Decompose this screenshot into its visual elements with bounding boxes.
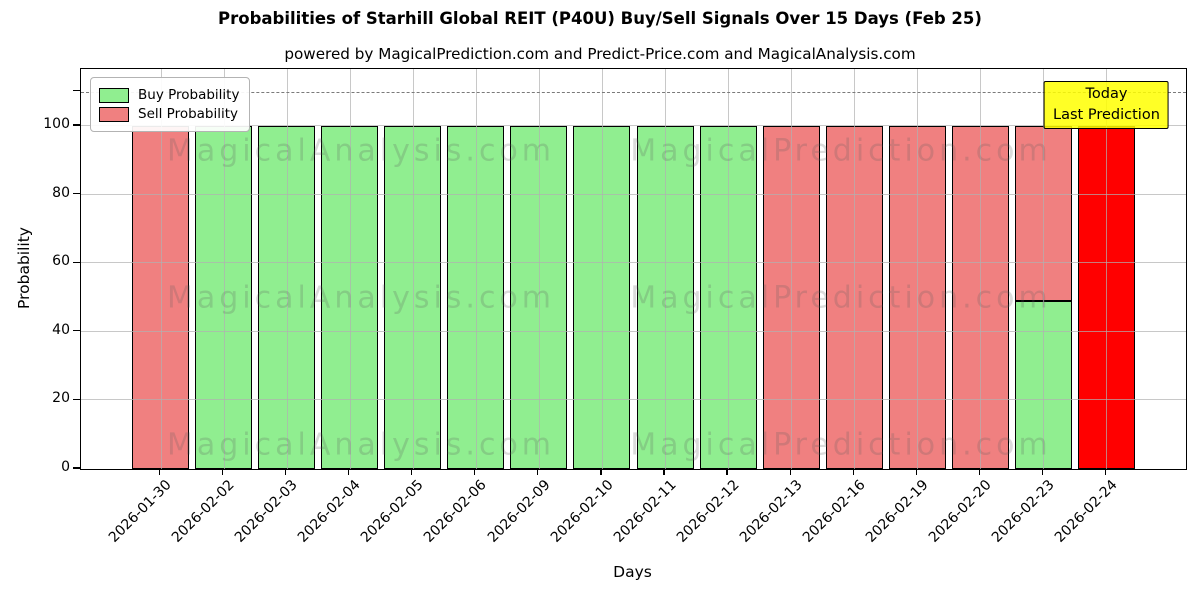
x-tick-label: 2026-02-13	[736, 477, 806, 546]
x-tick-mark	[663, 468, 665, 475]
legend-label-buy: Buy Probability	[138, 87, 240, 103]
y-tick-mark	[73, 398, 80, 400]
threshold-dashed-line	[81, 91, 1186, 93]
watermark-text: MagicalPrediction.com	[630, 280, 1052, 316]
x-tick-label: 2026-02-06	[421, 477, 491, 546]
x-tick-mark	[411, 468, 413, 475]
y-tick-label: 20	[52, 390, 70, 407]
vertical-gridline	[349, 69, 351, 469]
y-tick-mark	[73, 124, 80, 126]
x-tick-mark	[158, 468, 161, 475]
x-tick-mark	[1041, 468, 1043, 475]
horizontal-gridline	[81, 193, 1186, 195]
x-tick-label: 2026-02-12	[673, 477, 743, 546]
legend-label-sell: Sell Probability	[138, 106, 239, 122]
vertical-gridline	[538, 69, 540, 469]
vertical-gridline	[917, 69, 919, 469]
horizontal-gridline	[81, 330, 1186, 332]
x-tick-mark	[221, 468, 224, 475]
x-tick-mark	[348, 468, 350, 475]
x-tick-mark	[474, 468, 476, 475]
vertical-gridline	[1043, 69, 1045, 469]
x-tick-label: 2026-02-16	[799, 477, 869, 546]
x-tick-mark	[789, 468, 791, 475]
vertical-gridline	[160, 69, 162, 469]
vertical-gridline	[791, 69, 793, 469]
x-tick-label: 2026-02-20	[925, 477, 995, 546]
y-tick-label: 60	[52, 253, 70, 270]
legend: Buy Probability Sell Probability	[90, 77, 251, 132]
watermark-text: MagicalPrediction.com	[630, 133, 1052, 169]
vertical-gridline	[223, 69, 225, 469]
x-tick-label: 2026-02-02	[169, 477, 238, 546]
y-tick-mark	[73, 467, 80, 469]
y-tick-label: 0	[61, 459, 70, 475]
x-tick-mark	[915, 468, 917, 475]
plot-area: MagicalAnalysis.com MagicalPrediction.com…	[80, 68, 1187, 470]
x-tick-label: 2026-02-05	[358, 477, 428, 546]
x-tick-label: 2026-02-09	[484, 477, 554, 546]
x-tick-mark	[537, 468, 539, 475]
vertical-gridline	[1106, 69, 1108, 469]
vertical-gridline	[665, 69, 667, 469]
y-tick-mark	[73, 330, 80, 332]
y-tick-label: 40	[52, 321, 70, 338]
watermark-text: MagicalPrediction.com	[630, 427, 1052, 463]
horizontal-gridline	[81, 399, 1186, 401]
x-tick-label: 2026-02-23	[988, 477, 1058, 546]
x-tick-mark	[1104, 468, 1107, 475]
vertical-gridline	[412, 69, 414, 469]
sell-color-swatch	[99, 106, 129, 122]
vertical-gridline	[475, 69, 477, 469]
x-tick-label: 2026-02-04	[295, 477, 365, 546]
y-tick-mark	[73, 192, 80, 195]
vertical-gridline	[601, 69, 603, 469]
vertical-gridline	[286, 69, 288, 469]
x-tick-mark	[600, 468, 602, 475]
legend-item-sell: Sell Probability	[99, 106, 239, 122]
x-tick-label: 2026-01-30	[105, 477, 175, 546]
x-tick-mark	[978, 468, 980, 475]
horizontal-gridline	[81, 124, 1186, 126]
today-annotation-line1: Today	[1085, 86, 1128, 102]
x-tick-mark	[285, 468, 287, 475]
y-tick-mark-threshold	[73, 90, 80, 92]
watermark-text: MagicalAnalysis.com	[166, 280, 556, 316]
today-annotation-line2: Last Prediction	[1053, 107, 1160, 123]
vertical-gridline	[854, 69, 856, 469]
x-tick-label: 2026-02-19	[862, 477, 932, 546]
today-annotation: Today Last Prediction	[1044, 81, 1169, 129]
x-tick-mark	[852, 468, 854, 475]
horizontal-gridline	[81, 262, 1186, 264]
x-tick-label: 2026-02-10	[547, 477, 617, 546]
x-tick-label: 2026-02-11	[610, 477, 680, 546]
vertical-gridline	[980, 69, 982, 469]
watermark-text: MagicalAnalysis.com	[166, 133, 556, 169]
buy-color-swatch	[99, 87, 129, 103]
y-tick-mark	[73, 261, 80, 263]
x-tick-label: 2026-02-03	[232, 477, 301, 546]
x-tick-mark	[726, 468, 728, 475]
x-axis-label: Days	[613, 563, 652, 581]
x-tick-label: 2026-02-24	[1051, 477, 1121, 546]
chart-subtitle: powered by MagicalPrediction.com and Pre…	[284, 45, 916, 63]
watermark-text: MagicalAnalysis.com	[166, 427, 556, 463]
vertical-gridline	[728, 69, 730, 469]
legend-item-buy: Buy Probability	[99, 87, 239, 103]
y-tick-label: 80	[52, 184, 70, 201]
y-tick-label: 100	[43, 115, 70, 132]
chart-title: Probabilities of Starhill Global REIT (P…	[218, 9, 982, 28]
